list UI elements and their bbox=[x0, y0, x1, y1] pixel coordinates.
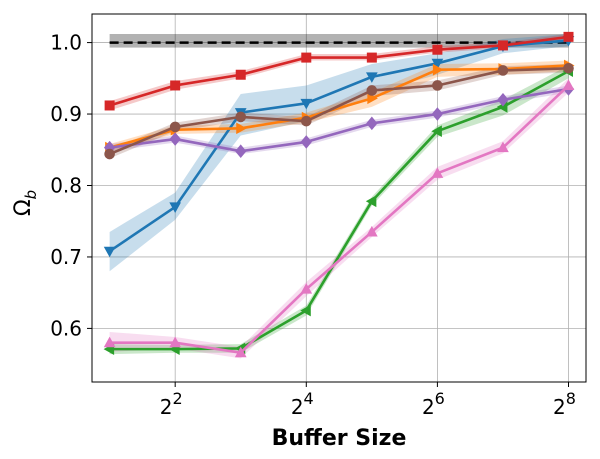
data-point bbox=[300, 283, 313, 294]
y-axis-label: Ωb bbox=[11, 190, 40, 216]
x-tick-label-exponent: 8 bbox=[566, 389, 576, 408]
data-point bbox=[431, 125, 442, 138]
series-line bbox=[109, 84, 570, 355]
x-axis-label: Buffer Size bbox=[272, 426, 407, 451]
data-point bbox=[365, 195, 377, 208]
series-group bbox=[103, 79, 575, 358]
data-point bbox=[300, 115, 312, 127]
data-point bbox=[235, 111, 247, 123]
data-point bbox=[432, 63, 444, 76]
data-point bbox=[169, 336, 182, 348]
data-point bbox=[366, 52, 377, 63]
data-point bbox=[104, 100, 115, 111]
y-tick-label: 0.9 bbox=[50, 102, 82, 126]
y-tick-label: 0.6 bbox=[50, 316, 82, 340]
data-point bbox=[365, 225, 378, 237]
series-line bbox=[109, 67, 569, 156]
data-point bbox=[301, 52, 312, 63]
data-point bbox=[431, 107, 444, 121]
data-point bbox=[235, 144, 247, 158]
plot-frame bbox=[91, 13, 587, 383]
data-point bbox=[300, 304, 311, 317]
data-point bbox=[169, 121, 181, 133]
series-lines bbox=[103, 31, 575, 358]
series-line bbox=[108, 39, 569, 253]
data-point bbox=[235, 69, 246, 80]
data-point bbox=[497, 92, 509, 107]
series-line bbox=[109, 70, 570, 351]
series-band bbox=[109, 64, 569, 159]
data-point bbox=[300, 135, 312, 149]
y-tick-label: 0.8 bbox=[50, 173, 82, 197]
x-tick-label-exponent: 6 bbox=[435, 389, 445, 408]
x-tick-label-base: 2 bbox=[422, 395, 435, 419]
data-point bbox=[169, 202, 182, 213]
series-line bbox=[109, 64, 569, 149]
data-point bbox=[432, 80, 443, 91]
data-point bbox=[497, 141, 509, 153]
x-tick-label-exponent: 4 bbox=[304, 389, 314, 408]
data-point bbox=[432, 44, 443, 55]
y-tick-label: 0.7 bbox=[50, 245, 82, 269]
data-point bbox=[497, 40, 508, 51]
data-point bbox=[236, 122, 247, 135]
x-tick-label: 24 bbox=[291, 389, 314, 419]
data-point bbox=[497, 65, 509, 76]
data-point bbox=[431, 58, 444, 70]
data-point bbox=[431, 167, 444, 178]
x-tick-label: 26 bbox=[422, 389, 445, 419]
data-point bbox=[563, 31, 574, 42]
data-point bbox=[169, 132, 181, 146]
reference-band bbox=[109, 34, 569, 48]
reference-line bbox=[109, 34, 569, 48]
y-axis-label-symbol: Ω bbox=[11, 199, 36, 216]
data-point bbox=[366, 85, 378, 96]
data-point bbox=[366, 116, 378, 131]
series-group bbox=[104, 63, 574, 160]
x-tick-label-base: 2 bbox=[160, 395, 173, 419]
series-group bbox=[104, 31, 574, 111]
x-tick-label-base: 2 bbox=[291, 395, 304, 419]
data-point bbox=[170, 80, 181, 91]
x-tick-label: 28 bbox=[553, 389, 576, 419]
data-point bbox=[103, 336, 116, 348]
y-axis-label-subscript: b bbox=[22, 190, 40, 200]
y-tick-label: 1.0 bbox=[50, 31, 82, 55]
data-point bbox=[562, 79, 575, 90]
x-tick-label-exponent: 2 bbox=[172, 389, 182, 408]
data-point bbox=[367, 92, 378, 105]
series-band bbox=[109, 65, 569, 355]
x-tick-label-base: 2 bbox=[553, 395, 566, 419]
series-line bbox=[109, 35, 569, 107]
data-point bbox=[234, 346, 247, 358]
data-point bbox=[103, 246, 116, 258]
x-tick-label: 22 bbox=[160, 389, 183, 419]
series-line bbox=[109, 87, 569, 153]
data-point bbox=[300, 98, 313, 110]
data-point bbox=[104, 148, 115, 160]
series-band bbox=[109, 34, 569, 272]
data-point bbox=[365, 72, 378, 83]
data-point bbox=[563, 63, 574, 74]
axis-ticks: 0.60.70.80.91.022 24 26 28 bbox=[50, 31, 576, 419]
